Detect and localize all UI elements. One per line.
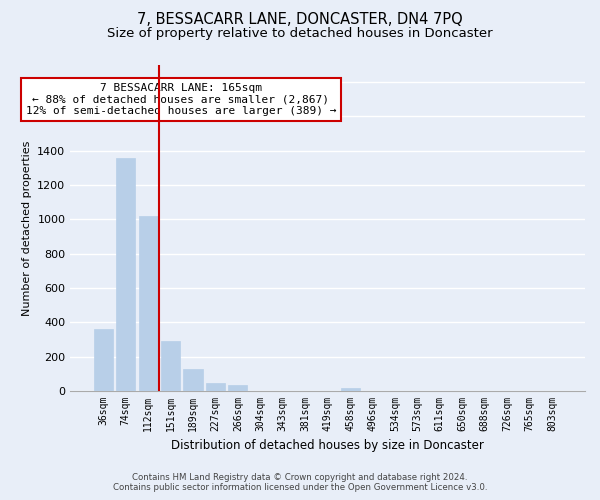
Bar — [139, 216, 158, 391]
Bar — [184, 368, 203, 391]
Bar — [161, 342, 180, 391]
Text: 7, BESSACARR LANE, DONCASTER, DN4 7PQ: 7, BESSACARR LANE, DONCASTER, DN4 7PQ — [137, 12, 463, 28]
Text: 7 BESSACARR LANE: 165sqm
← 88% of detached houses are smaller (2,867)
12% of sem: 7 BESSACARR LANE: 165sqm ← 88% of detach… — [26, 83, 336, 116]
X-axis label: Distribution of detached houses by size in Doncaster: Distribution of detached houses by size … — [171, 440, 484, 452]
Bar — [206, 384, 225, 391]
Text: Contains HM Land Registry data © Crown copyright and database right 2024.
Contai: Contains HM Land Registry data © Crown c… — [113, 473, 487, 492]
Bar — [229, 385, 247, 391]
Text: Size of property relative to detached houses in Doncaster: Size of property relative to detached ho… — [107, 28, 493, 40]
Bar — [94, 330, 113, 391]
Bar — [116, 158, 135, 391]
Y-axis label: Number of detached properties: Number of detached properties — [22, 140, 32, 316]
Bar — [341, 388, 359, 391]
